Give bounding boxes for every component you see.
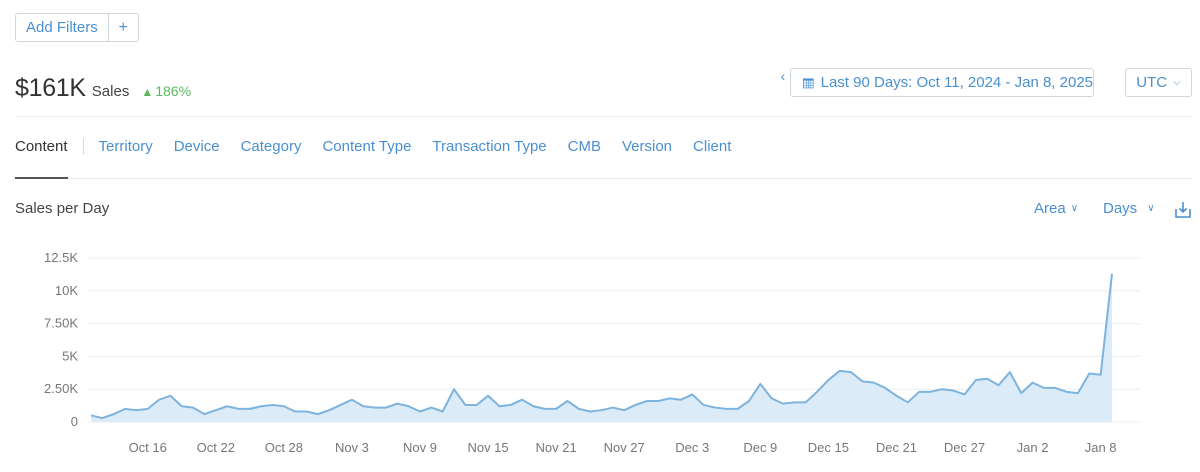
x-tick-label: Jan 8 [1085, 440, 1117, 455]
header-divider [15, 116, 1192, 117]
chevron-down-icon: ⌵ [1173, 77, 1181, 88]
calendar-icon [803, 77, 814, 88]
sales-line [90, 273, 1113, 420]
sales-total-label: Sales [91, 83, 130, 100]
sales-total: $161K [15, 74, 86, 102]
y-tick-label: 7.50K [44, 316, 78, 331]
y-tick-label: 5K [62, 348, 78, 363]
chevron-down-icon: ∨ [1147, 203, 1155, 214]
add-filters-button[interactable]: Add Filters [15, 13, 109, 42]
x-tick-label: Oct 22 [197, 440, 235, 455]
tab-device[interactable]: Device [173, 138, 220, 155]
x-tick-label: Dec 9 [743, 440, 777, 455]
x-tick-label: Nov 15 [467, 440, 508, 455]
active-tab-indicator [15, 177, 68, 179]
sales-change-badge: ▲ 186% [141, 83, 191, 99]
date-range-label: Last 90 Days: Oct 11, 2024 - Jan 8, 2025 [820, 74, 1093, 91]
chevron-down-icon: ∨ [1070, 203, 1079, 214]
y-tick-label: 2.50K [44, 381, 78, 396]
chart-type-select[interactable]: Area ∨ [1034, 200, 1078, 217]
x-tick-label: Dec 15 [808, 440, 849, 455]
y-tick-label: 0 [71, 414, 78, 429]
chevron-left-icon[interactable]: ‹ [780, 68, 786, 84]
x-tick-label: Oct 16 [129, 440, 167, 455]
x-tick-label: Nov 9 [403, 440, 437, 455]
x-tick-label: Oct 28 [265, 440, 303, 455]
add-filter-plus-button[interactable]: + [108, 13, 139, 42]
x-tick-label: Nov 21 [536, 440, 577, 455]
tab-content[interactable]: Content [15, 138, 68, 155]
y-tick-label: 10K [55, 283, 78, 298]
x-tick-label: Dec 21 [876, 440, 917, 455]
timezone-label: UTC [1136, 74, 1168, 91]
up-arrow-icon: ▲ [141, 85, 154, 99]
chart-type-label: Area [1034, 200, 1066, 217]
tab-content-type[interactable]: Content Type [322, 138, 412, 155]
sales-summary: $161K Sales ▲ 186% [15, 74, 191, 103]
tab-category[interactable]: Category [240, 138, 302, 155]
interval-label: Days [1103, 200, 1138, 217]
interval-select[interactable]: Days ∨ [1103, 200, 1155, 217]
tab-territory[interactable]: Territory [98, 138, 153, 155]
y-tick-label: 12.5K [44, 250, 78, 265]
x-tick-label: Dec 3 [675, 440, 709, 455]
tabs-divider [15, 178, 1192, 179]
tab-cmb[interactable]: CMB [567, 138, 601, 155]
x-tick-label: Jan 2 [1017, 440, 1049, 455]
x-tick-label: Dec 27 [944, 440, 985, 455]
dimension-tabs: Content Territory Device Category Conten… [15, 138, 752, 155]
download-icon[interactable] [1175, 201, 1191, 218]
x-tick-label: Nov 3 [335, 440, 369, 455]
chart-title: Sales per Day [15, 200, 110, 217]
filter-bar: Add Filters + [15, 13, 139, 42]
tab-version[interactable]: Version [621, 138, 673, 155]
sales-change-value: 186% [155, 83, 192, 99]
date-range-button[interactable]: Last 90 Days: Oct 11, 2024 - Jan 8, 2025 [790, 68, 1094, 97]
tab-separator [82, 138, 84, 155]
x-tick-label: Nov 27 [604, 440, 645, 455]
date-range-control: ‹ Last 90 Days: Oct 11, 2024 - Jan 8, 20… [776, 68, 1094, 97]
timezone-select[interactable]: UTC ⌵ [1125, 68, 1192, 97]
tab-transaction-type[interactable]: Transaction Type [432, 138, 547, 155]
sales-per-day-chart: 0 2.50K 5K 7.50K 10K 12.5K Oct 16 Oct 22 Oct 28 N… [44, 250, 1140, 455]
sales-area [91, 273, 1112, 422]
tab-client[interactable]: Client [693, 138, 732, 155]
